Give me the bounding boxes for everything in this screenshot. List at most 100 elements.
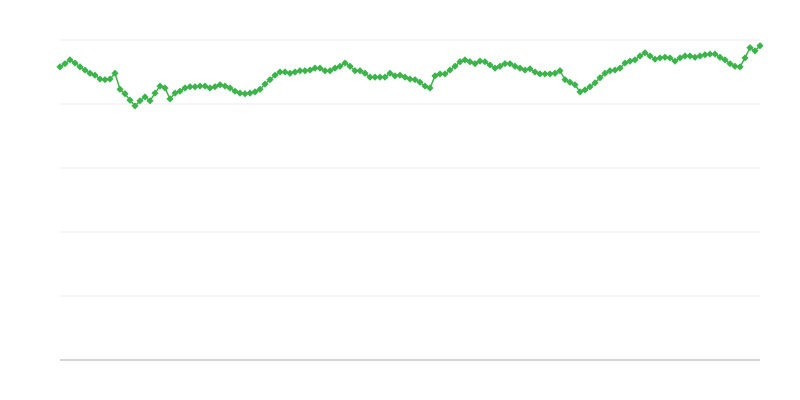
data-point	[671, 57, 679, 65]
data-point	[361, 69, 369, 77]
data-point	[391, 72, 399, 80]
data-point	[746, 44, 754, 52]
data-point	[751, 47, 759, 55]
data-point	[481, 58, 489, 66]
data-point	[386, 69, 394, 77]
data-point	[596, 74, 604, 82]
data-point	[271, 71, 279, 79]
data-point	[201, 82, 209, 90]
data-point	[756, 42, 764, 50]
data-point	[351, 67, 359, 75]
data-point	[446, 66, 454, 74]
data-point	[541, 70, 549, 78]
data-point	[141, 93, 149, 101]
data-point	[646, 52, 654, 60]
data-point	[346, 62, 354, 70]
data-point	[216, 81, 224, 89]
data-point	[651, 55, 659, 63]
data-point	[121, 90, 129, 98]
data-point	[406, 75, 414, 83]
data-point	[581, 86, 589, 94]
data-point	[376, 73, 384, 81]
data-point	[496, 62, 504, 70]
data-point	[176, 87, 184, 95]
data-point	[631, 56, 639, 64]
data-point	[411, 76, 419, 84]
data-point	[436, 70, 444, 78]
data-point	[286, 69, 294, 77]
data-point	[181, 84, 189, 92]
data-point	[261, 80, 269, 88]
data-point	[266, 76, 274, 84]
data-point	[336, 62, 344, 70]
data-point	[136, 97, 144, 105]
data-point	[721, 56, 729, 64]
data-point	[451, 62, 459, 70]
data-point	[151, 89, 159, 97]
data-point	[226, 84, 234, 92]
data-point	[161, 84, 169, 92]
data-point	[611, 66, 619, 74]
data-point	[691, 53, 699, 61]
data-point	[731, 62, 739, 70]
data-point	[546, 70, 554, 78]
data-point	[196, 82, 204, 90]
data-point	[486, 61, 494, 69]
data-point	[426, 84, 434, 92]
data-point	[666, 54, 674, 62]
data-point	[531, 68, 539, 76]
data-point	[321, 67, 329, 75]
data-point	[711, 50, 719, 58]
data-point	[506, 60, 514, 68]
data-point	[656, 54, 664, 62]
data-point	[366, 73, 374, 81]
data-point	[536, 70, 544, 78]
data-point	[521, 66, 529, 74]
data-point	[111, 69, 119, 77]
data-point	[636, 52, 644, 60]
data-point	[186, 83, 194, 91]
data-point	[601, 69, 609, 77]
data-point	[616, 64, 624, 72]
data-point	[641, 49, 649, 57]
data-point	[246, 89, 254, 97]
data-point	[101, 76, 109, 84]
data-point	[606, 67, 614, 75]
data-point	[686, 52, 694, 60]
data-point	[191, 83, 199, 91]
data-point	[416, 78, 424, 86]
data-point	[356, 67, 364, 75]
data-point	[556, 67, 564, 75]
data-point	[441, 70, 449, 78]
data-point	[61, 60, 69, 68]
data-point	[591, 79, 599, 87]
data-point	[71, 59, 79, 67]
data-point	[116, 85, 124, 93]
data-point	[696, 52, 704, 60]
data-point	[236, 89, 244, 97]
data-point	[561, 76, 569, 84]
data-point	[501, 60, 509, 68]
data-point	[166, 95, 174, 103]
data-point	[276, 68, 284, 76]
data-point	[551, 69, 559, 77]
data-point	[621, 59, 629, 67]
data-point	[316, 64, 324, 72]
data-point	[471, 60, 479, 68]
data-point	[701, 51, 709, 59]
data-point	[681, 52, 689, 60]
data-point	[301, 67, 309, 75]
data-point	[106, 75, 114, 83]
data-point	[726, 60, 734, 68]
data-point	[156, 82, 164, 90]
data-point	[126, 96, 134, 104]
data-point	[86, 69, 94, 77]
data-point	[311, 64, 319, 72]
data-point	[571, 81, 579, 89]
data-point	[76, 63, 84, 71]
data-point	[586, 83, 594, 91]
data-point	[326, 67, 334, 75]
data-point	[256, 85, 264, 93]
data-point	[476, 57, 484, 65]
